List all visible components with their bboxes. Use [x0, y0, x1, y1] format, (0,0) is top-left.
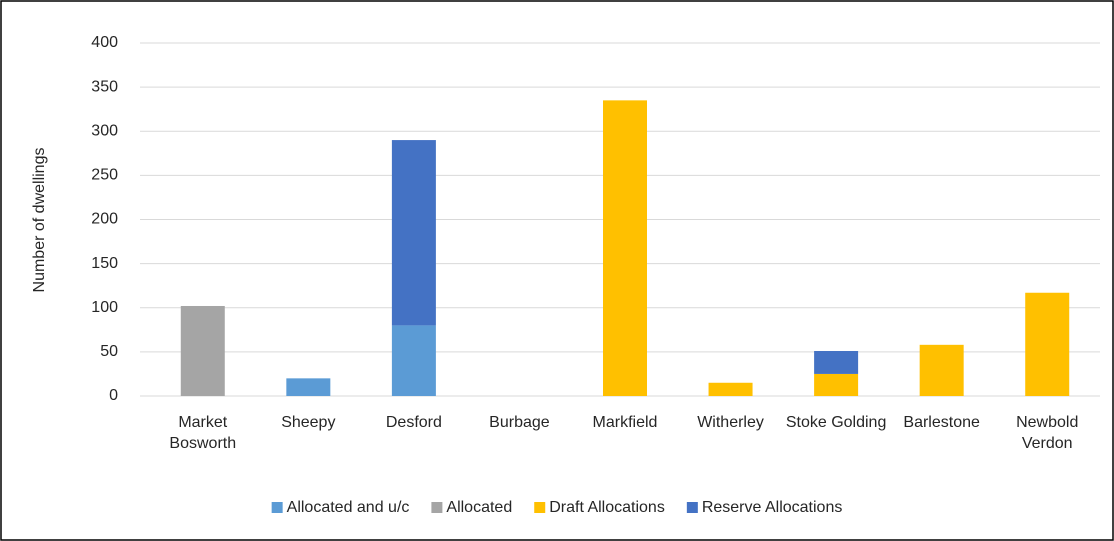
x-tick-label: Newbold Verdon — [1016, 414, 1079, 452]
bar-segment — [814, 373, 859, 396]
y-axis-label: Number of dwellings — [31, 148, 48, 293]
y-tick-label: 0 — [109, 387, 118, 404]
x-tick-label: Sheepy — [281, 414, 336, 431]
legend-label: Allocated and u/c — [287, 499, 410, 516]
bar-segment — [391, 140, 436, 326]
bar-segment — [180, 305, 225, 396]
bar-segment — [919, 344, 964, 396]
legend-swatch — [431, 502, 443, 513]
y-tick-label: 400 — [91, 34, 118, 51]
bar-segment — [286, 378, 331, 396]
bar-segment — [708, 382, 753, 396]
y-tick-label: 250 — [91, 167, 118, 184]
y-tick-label: 200 — [91, 211, 118, 228]
x-tick-label: Burbage — [489, 414, 550, 431]
y-tick-label: 100 — [91, 299, 118, 316]
y-tick-label: 50 — [100, 343, 118, 360]
x-tick-label: Desford — [385, 414, 442, 431]
y-tick-label: 350 — [91, 78, 118, 95]
bar-segment — [814, 350, 859, 374]
y-tick-label: 150 — [91, 255, 118, 272]
bar-segment — [391, 325, 436, 396]
legend-label: Draft Allocations — [549, 499, 665, 516]
y-tick-label: 300 — [91, 122, 118, 139]
legend-label: Allocated — [446, 499, 512, 516]
bar-segment — [603, 100, 647, 397]
legend-swatch — [534, 502, 546, 513]
bar-segment — [1025, 292, 1070, 396]
x-tick-label: Markfield — [592, 414, 658, 431]
x-tick-label: Market Bosworth — [169, 414, 237, 452]
x-tick-label: Barlestone — [903, 414, 980, 431]
legend-label: Reserve Allocations — [702, 499, 843, 516]
legend-swatch — [686, 502, 698, 513]
x-tick-label: Witherley — [697, 414, 764, 431]
x-tick-label: Stoke Golding — [785, 414, 887, 431]
legend-swatch — [271, 502, 283, 513]
